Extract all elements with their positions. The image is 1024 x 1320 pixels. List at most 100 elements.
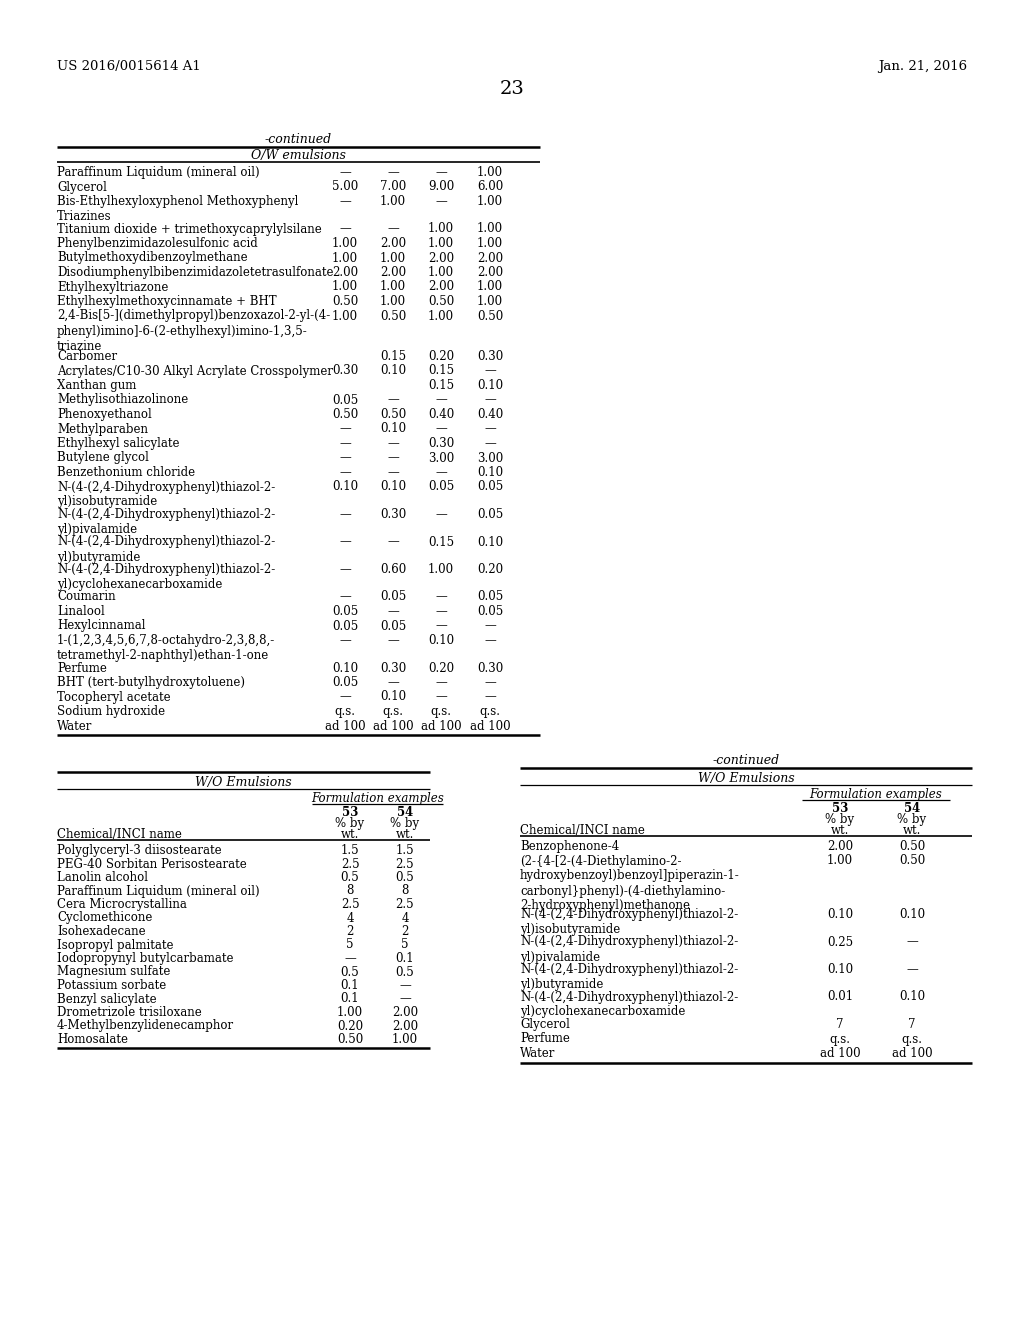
Text: 1.00: 1.00: [392, 1034, 418, 1045]
Text: 0.10: 0.10: [827, 964, 853, 975]
Text: Cyclomethicone: Cyclomethicone: [57, 912, 153, 924]
Text: 1.00: 1.00: [428, 223, 454, 235]
Text: Jan. 21, 2016: Jan. 21, 2016: [878, 59, 967, 73]
Text: —: —: [339, 437, 351, 450]
Text: Phenoxyethanol: Phenoxyethanol: [57, 408, 152, 421]
Text: Perfume: Perfume: [57, 661, 106, 675]
Text: 2.00: 2.00: [392, 1006, 418, 1019]
Text: 3.00: 3.00: [477, 451, 503, 465]
Text: Water: Water: [520, 1047, 555, 1060]
Text: 2: 2: [401, 925, 409, 939]
Text: Lanolin alcohol: Lanolin alcohol: [57, 871, 148, 884]
Text: 0.05: 0.05: [477, 605, 503, 618]
Text: 0.01: 0.01: [827, 990, 853, 1003]
Text: 0.10: 0.10: [477, 379, 503, 392]
Text: 8: 8: [346, 884, 353, 898]
Text: 1.00: 1.00: [477, 166, 503, 180]
Text: Iodopropynyl butylcarbamate: Iodopropynyl butylcarbamate: [57, 952, 233, 965]
Text: 4: 4: [401, 912, 409, 924]
Text: 2.5: 2.5: [395, 858, 415, 870]
Text: 0.40: 0.40: [428, 408, 454, 421]
Text: 0.50: 0.50: [899, 840, 925, 853]
Text: % by: % by: [390, 817, 420, 830]
Text: —: —: [387, 393, 399, 407]
Text: —: —: [344, 952, 356, 965]
Text: 1.00: 1.00: [477, 195, 503, 209]
Text: —: —: [435, 619, 446, 632]
Text: N-(4-(2,4-Dihydroxyphenyl)thiazol-2-
yl)pivalamide: N-(4-(2,4-Dihydroxyphenyl)thiazol-2- yl)…: [57, 508, 275, 536]
Text: 0.05: 0.05: [477, 590, 503, 603]
Text: 1-(1,2,3,4,5,6,7,8-octahydro-2,3,8,8,-
tetramethyl-2-naphthyl)ethan-1-one: 1-(1,2,3,4,5,6,7,8-octahydro-2,3,8,8,- t…: [57, 634, 275, 663]
Text: 4-Methylbenzylidenecamphor: 4-Methylbenzylidenecamphor: [57, 1019, 234, 1032]
Text: N-(4-(2,4-Dihydroxyphenyl)thiazol-2-
yl)pivalamide: N-(4-(2,4-Dihydroxyphenyl)thiazol-2- yl)…: [520, 936, 738, 964]
Text: 0.05: 0.05: [380, 590, 407, 603]
Text: Formulation examples: Formulation examples: [810, 788, 942, 801]
Text: 1.00: 1.00: [332, 309, 358, 322]
Text: Perfume: Perfume: [520, 1032, 570, 1045]
Text: 1.00: 1.00: [428, 267, 454, 279]
Text: 0.50: 0.50: [332, 408, 358, 421]
Text: Drometrizole trisiloxane: Drometrizole trisiloxane: [57, 1006, 202, 1019]
Text: 0.50: 0.50: [332, 294, 358, 308]
Text: Hexylcinnamal: Hexylcinnamal: [57, 619, 145, 632]
Text: Acrylates/C10-30 Alkyl Acrylate Crosspolymer: Acrylates/C10-30 Alkyl Acrylate Crosspol…: [57, 364, 333, 378]
Text: 2.00: 2.00: [477, 252, 503, 264]
Text: Homosalate: Homosalate: [57, 1034, 128, 1045]
Text: 0.20: 0.20: [337, 1019, 364, 1032]
Text: Xanthan gum: Xanthan gum: [57, 379, 136, 392]
Text: —: —: [339, 166, 351, 180]
Text: Ethylhexylmethoxycinnamate + BHT: Ethylhexylmethoxycinnamate + BHT: [57, 294, 276, 308]
Text: 0.10: 0.10: [827, 908, 853, 921]
Text: N-(4-(2,4-Dihydroxyphenyl)thiazol-2-
yl)cyclohexanecarboxamide: N-(4-(2,4-Dihydroxyphenyl)thiazol-2- yl)…: [57, 564, 275, 591]
Text: —: —: [339, 564, 351, 576]
Text: 0.10: 0.10: [380, 690, 407, 704]
Text: 1.00: 1.00: [380, 281, 407, 293]
Text: Ethylhexyl salicylate: Ethylhexyl salicylate: [57, 437, 179, 450]
Text: —: —: [484, 393, 496, 407]
Text: —: —: [484, 676, 496, 689]
Text: 23: 23: [500, 81, 524, 98]
Text: Cera Microcrystallina: Cera Microcrystallina: [57, 898, 186, 911]
Text: 0.30: 0.30: [477, 661, 503, 675]
Text: —: —: [387, 536, 399, 549]
Text: q.s.: q.s.: [383, 705, 403, 718]
Text: N-(4-(2,4-Dihydroxyphenyl)thiazol-2-
yl)butyramide: N-(4-(2,4-Dihydroxyphenyl)thiazol-2- yl)…: [520, 964, 738, 991]
Text: 0.50: 0.50: [477, 309, 503, 322]
Text: wt.: wt.: [341, 828, 359, 841]
Text: 1.00: 1.00: [477, 281, 503, 293]
Text: 0.10: 0.10: [477, 536, 503, 549]
Text: —: —: [387, 676, 399, 689]
Text: 0.25: 0.25: [827, 936, 853, 949]
Text: —: —: [339, 422, 351, 436]
Text: q.s.: q.s.: [479, 705, 501, 718]
Text: ad 100: ad 100: [373, 719, 414, 733]
Text: —: —: [484, 364, 496, 378]
Text: % by: % by: [336, 817, 365, 830]
Text: 1.00: 1.00: [332, 281, 358, 293]
Text: Potassium sorbate: Potassium sorbate: [57, 979, 166, 993]
Text: Polyglyceryl-3 diisostearate: Polyglyceryl-3 diisostearate: [57, 843, 221, 857]
Text: 0.30: 0.30: [332, 364, 358, 378]
Text: q.s.: q.s.: [901, 1032, 923, 1045]
Text: N-(4-(2,4-Dihydroxyphenyl)thiazol-2-
yl)isobutyramide: N-(4-(2,4-Dihydroxyphenyl)thiazol-2- yl)…: [57, 480, 275, 508]
Text: —: —: [399, 993, 411, 1006]
Text: 0.40: 0.40: [477, 408, 503, 421]
Text: Linalool: Linalool: [57, 605, 104, 618]
Text: 1.5: 1.5: [341, 843, 359, 857]
Text: ad 100: ad 100: [819, 1047, 860, 1060]
Text: Isopropyl palmitate: Isopropyl palmitate: [57, 939, 173, 952]
Text: 1.00: 1.00: [337, 1006, 364, 1019]
Text: % by: % by: [897, 813, 927, 826]
Text: 2: 2: [346, 925, 353, 939]
Text: 0.15: 0.15: [380, 350, 407, 363]
Text: 0.10: 0.10: [332, 661, 358, 675]
Text: 0.5: 0.5: [341, 965, 359, 978]
Text: Phenylbenzimidazolesulfonic acid: Phenylbenzimidazolesulfonic acid: [57, 238, 258, 249]
Text: 1.00: 1.00: [380, 195, 407, 209]
Text: wt.: wt.: [830, 824, 849, 837]
Text: PEG-40 Sorbitan Perisostearate: PEG-40 Sorbitan Perisostearate: [57, 858, 247, 870]
Text: -continued: -continued: [265, 133, 332, 147]
Text: —: —: [387, 223, 399, 235]
Text: —: —: [435, 422, 446, 436]
Text: 8: 8: [401, 884, 409, 898]
